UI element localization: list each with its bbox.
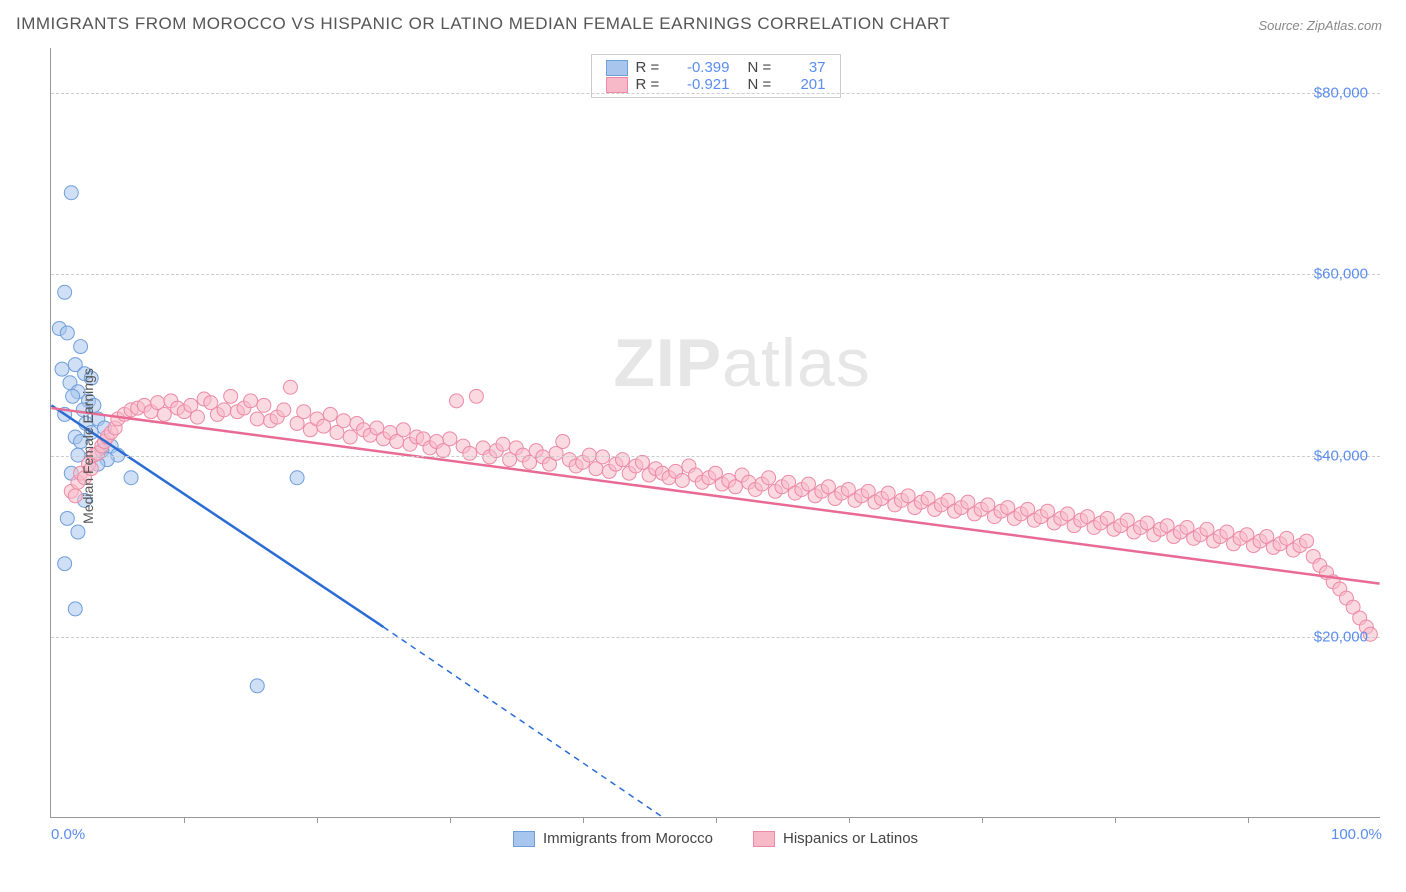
legend-swatch [606, 77, 628, 93]
scatter-point [277, 403, 291, 417]
legend-swatch [606, 60, 628, 76]
correlation-legend: R = -0.399 N = 37 R = -0.921 N = 201 [591, 54, 841, 98]
scatter-point [1300, 534, 1314, 548]
scatter-point [463, 446, 477, 460]
series-legend: Immigrants from Morocco Hispanics or Lati… [51, 830, 1380, 847]
legend-swatch [753, 831, 775, 847]
chart-title: IMMIGRANTS FROM MOROCCO VS HISPANIC OR L… [16, 14, 950, 34]
trend-line [51, 408, 1379, 584]
legend-r-label: R = [636, 59, 672, 76]
scatter-point [343, 430, 357, 444]
tick-x [1115, 817, 1116, 823]
scatter-point [190, 410, 204, 424]
scatter-point [250, 679, 264, 693]
scatter-point [157, 407, 171, 421]
legend-n-value: 37 [792, 59, 826, 76]
legend-r-value: -0.399 [680, 59, 730, 76]
legend-row: R = -0.921 N = 201 [606, 76, 826, 93]
y-tick-label: $60,000 [1314, 266, 1368, 283]
x-tick-label: 0.0% [51, 826, 85, 843]
scatter-point [60, 511, 74, 525]
source-label: Source: ZipAtlas.com [1258, 18, 1382, 33]
chart-svg [51, 48, 1380, 817]
tick-x [1248, 817, 1249, 823]
legend-r-label: R = [636, 76, 672, 93]
scatter-point [297, 405, 311, 419]
scatter-point [74, 340, 88, 354]
legend-n-value: 201 [792, 76, 826, 93]
plot-area: ZIPatlas R =-0.399N =37R =-0.921N =201 I… [50, 48, 1380, 818]
scatter-point [323, 407, 337, 421]
scatter-point [443, 432, 457, 446]
gridline-h [51, 456, 1380, 457]
scatter-point [635, 455, 649, 469]
legend-series-label: Hispanics or Latinos [783, 830, 918, 847]
scatter-point [58, 285, 72, 299]
scatter-point [250, 412, 264, 426]
y-tick-label: $80,000 [1314, 85, 1368, 102]
scatter-point [283, 380, 297, 394]
scatter-point [396, 423, 410, 437]
scatter-point [66, 389, 80, 403]
tick-x [849, 817, 850, 823]
scatter-point [64, 186, 78, 200]
scatter-point [60, 326, 74, 340]
legend-item: Immigrants from Morocco [513, 830, 713, 847]
x-tick-label: 100.0% [1331, 826, 1382, 843]
scatter-point [71, 525, 85, 539]
scatter-point [257, 398, 271, 412]
legend-series-label: Immigrants from Morocco [543, 830, 713, 847]
scatter-point [337, 414, 351, 428]
y-axis-label: Median Female Earnings [80, 368, 96, 524]
scatter-point [762, 471, 776, 485]
y-tick-label: $20,000 [1314, 628, 1368, 645]
legend-row: R = -0.399 N = 37 [606, 59, 826, 76]
tick-x [450, 817, 451, 823]
scatter-point [556, 435, 570, 449]
legend-item: Hispanics or Latinos [753, 830, 918, 847]
scatter-point [124, 471, 138, 485]
scatter-point [675, 473, 689, 487]
gridline-h [51, 274, 1380, 275]
y-tick-label: $40,000 [1314, 447, 1368, 464]
tick-x [317, 817, 318, 823]
tick-x [716, 817, 717, 823]
tick-x [184, 817, 185, 823]
scatter-point [68, 602, 82, 616]
scatter-point [469, 389, 483, 403]
scatter-point [224, 389, 238, 403]
legend-n-label: N = [748, 59, 784, 76]
scatter-point [244, 394, 258, 408]
scatter-point [449, 394, 463, 408]
legend-swatch [513, 831, 535, 847]
trend-line-extrapolated [383, 627, 662, 817]
scatter-point [596, 450, 610, 464]
scatter-point [55, 362, 69, 376]
scatter-point [58, 557, 72, 571]
legend-n-label: N = [748, 76, 784, 93]
scatter-point [290, 471, 304, 485]
scatter-point [496, 437, 510, 451]
gridline-h [51, 637, 1380, 638]
tick-x [982, 817, 983, 823]
tick-x [583, 817, 584, 823]
gridline-h [51, 93, 1380, 94]
legend-r-value: -0.921 [680, 76, 730, 93]
scatter-point [217, 403, 231, 417]
